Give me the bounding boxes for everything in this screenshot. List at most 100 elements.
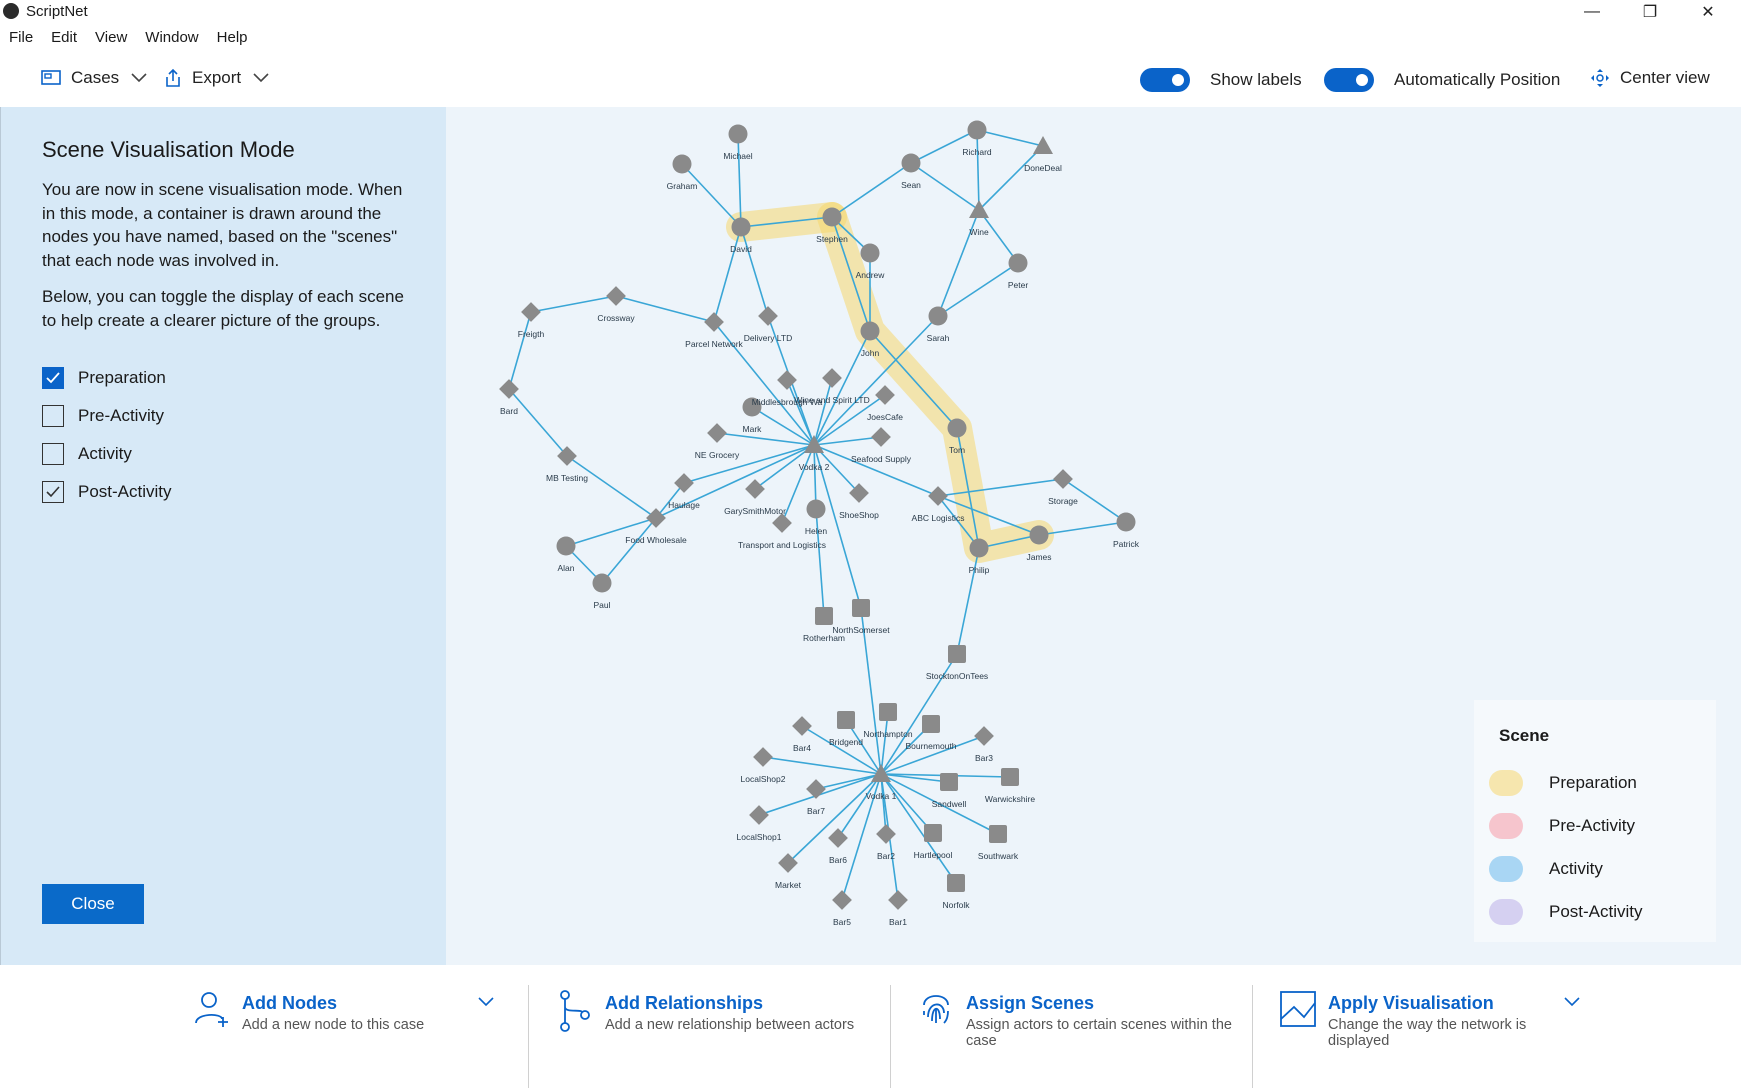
- node-label-stocktonontees: StocktonOnTees: [926, 671, 988, 681]
- show-labels-toggle[interactable]: Show labels: [1140, 68, 1302, 92]
- node-patrick[interactable]: [1116, 512, 1136, 532]
- node-alan[interactable]: [556, 536, 576, 556]
- checkbox-checked[interactable]: [42, 481, 64, 503]
- menu-file[interactable]: File: [9, 29, 34, 46]
- node-joescafe[interactable]: [875, 385, 895, 405]
- node-label-andrew: Andrew: [856, 270, 886, 280]
- node-rotherham[interactable]: [815, 607, 833, 625]
- node-northsomerset[interactable]: [852, 599, 870, 617]
- node-abc-logistics[interactable]: [928, 486, 948, 506]
- edge-graham-david: [681, 163, 742, 228]
- center-view-button[interactable]: Center view: [1590, 68, 1710, 88]
- node-vodka-2[interactable]: [804, 435, 824, 453]
- menu-help[interactable]: Help: [216, 29, 248, 46]
- node-sandwell[interactable]: [940, 773, 958, 791]
- apply-visualisation-action[interactable]: Apply Visualisation Change the way the n…: [1278, 985, 1598, 1088]
- checkbox-unchecked[interactable]: [42, 443, 64, 465]
- node-transport-and-logistics[interactable]: [772, 513, 792, 533]
- node-james[interactable]: [1029, 525, 1049, 545]
- node-andrew[interactable]: [860, 243, 880, 263]
- node-bar2[interactable]: [876, 824, 896, 844]
- add-relationships-action[interactable]: Add Relationships Add a new relationship…: [555, 985, 855, 1088]
- node-bar4[interactable]: [792, 716, 812, 736]
- node-sarah[interactable]: [928, 306, 948, 326]
- node-bar3[interactable]: [974, 726, 994, 746]
- node-john[interactable]: [860, 321, 880, 341]
- node-parcel-network[interactable]: [704, 312, 724, 332]
- node-wine[interactable]: [969, 200, 989, 218]
- node-wine-and-spirit-ltd[interactable]: [822, 368, 842, 388]
- network-graph[interactable]: Michael Graham David Stephen Andrew Sean Richa…: [446, 107, 1741, 965]
- node-seafood-supply[interactable]: [871, 427, 891, 447]
- node-graham[interactable]: [672, 154, 692, 174]
- node-label-bar4: Bar4: [793, 743, 811, 753]
- node-bar6[interactable]: [828, 828, 848, 848]
- close-window-button[interactable]: ✕: [1701, 4, 1715, 21]
- scene-checkbox-post-activity[interactable]: Post-Activity: [42, 481, 172, 503]
- node-helen[interactable]: [806, 499, 826, 519]
- menu-view[interactable]: View: [95, 29, 128, 46]
- node-bar5[interactable]: [832, 890, 852, 910]
- node-bar1[interactable]: [888, 890, 908, 910]
- node-middlesbrough-wa[interactable]: [777, 370, 797, 390]
- node-delivery-ltd[interactable]: [758, 306, 778, 326]
- edge-abc-logistics-james: [937, 495, 1040, 536]
- node-label-hartlepool: Hartlepool: [914, 850, 953, 860]
- node-crossway[interactable]: [606, 286, 626, 306]
- show-labels-switch[interactable]: [1140, 68, 1190, 92]
- add-nodes-action[interactable]: Add Nodes Add a new node to this case: [192, 985, 502, 1088]
- checkbox-unchecked[interactable]: [42, 405, 64, 427]
- node-stephen[interactable]: [822, 207, 842, 227]
- menu-edit[interactable]: Edit: [51, 29, 78, 46]
- node-stocktonontees[interactable]: [948, 645, 966, 663]
- node-vodka-1[interactable]: [871, 764, 891, 782]
- auto-position-switch[interactable]: [1324, 68, 1374, 92]
- chevron-down-icon[interactable]: [1564, 997, 1580, 1007]
- node-haulage[interactable]: [674, 473, 694, 493]
- edge-richard-donedeal: [976, 129, 1044, 147]
- node-food-wholesale[interactable]: [646, 508, 666, 528]
- node-garysmithmotor[interactable]: [745, 479, 765, 499]
- menu-window[interactable]: Window: [145, 29, 199, 46]
- chevron-down-icon[interactable]: [478, 997, 494, 1007]
- edge-richard-wine: [976, 129, 980, 211]
- export-dropdown[interactable]: Export: [164, 68, 279, 88]
- edge-vodka-2-john: [813, 330, 871, 446]
- node-norfolk[interactable]: [947, 874, 965, 892]
- node-philip[interactable]: [969, 538, 989, 558]
- node-shoeshop[interactable]: [849, 483, 869, 503]
- node-sean[interactable]: [901, 153, 921, 173]
- node-freigth[interactable]: [521, 302, 541, 322]
- node-southwark[interactable]: [989, 825, 1007, 843]
- node-bridgend[interactable]: [837, 711, 855, 729]
- scene-checkbox-preparation[interactable]: Preparation: [42, 367, 166, 389]
- node-richard[interactable]: [967, 120, 987, 140]
- node-localshop1[interactable]: [749, 805, 769, 825]
- node-storage[interactable]: [1053, 469, 1073, 489]
- node-paul[interactable]: [592, 573, 612, 593]
- node-peter[interactable]: [1008, 253, 1028, 273]
- minimize-button[interactable]: —: [1584, 3, 1600, 20]
- cases-dropdown[interactable]: Cases: [41, 68, 157, 88]
- node-bar7[interactable]: [806, 779, 826, 799]
- node-mark[interactable]: [742, 397, 762, 417]
- node-tom[interactable]: [947, 418, 967, 438]
- node-warwickshire[interactable]: [1001, 768, 1019, 786]
- node-david[interactable]: [731, 217, 751, 237]
- close-button[interactable]: Close: [42, 884, 144, 924]
- auto-position-toggle[interactable]: Automatically Position: [1324, 68, 1560, 92]
- node-northampton[interactable]: [879, 703, 897, 721]
- node-hartlepool[interactable]: [924, 824, 942, 842]
- scene-legend: Scene Preparation Pre-Activity Activity …: [1474, 700, 1716, 942]
- assign-scenes-action[interactable]: Assign Scenes Assign actors to certain s…: [916, 985, 1236, 1088]
- node-donedeal[interactable]: [1033, 136, 1053, 154]
- scene-checkbox-activity[interactable]: Activity: [42, 443, 132, 465]
- checkbox-checked[interactable]: [42, 367, 64, 389]
- maximize-button[interactable]: ❐: [1642, 4, 1658, 21]
- scene-checkbox-pre-activity[interactable]: Pre-Activity: [42, 405, 164, 427]
- node-michael[interactable]: [728, 124, 748, 144]
- node-localshop2[interactable]: [753, 747, 773, 767]
- legend-swatch: [1489, 770, 1523, 796]
- node-bournemouth[interactable]: [922, 715, 940, 733]
- node-ne-grocery[interactable]: [707, 423, 727, 443]
